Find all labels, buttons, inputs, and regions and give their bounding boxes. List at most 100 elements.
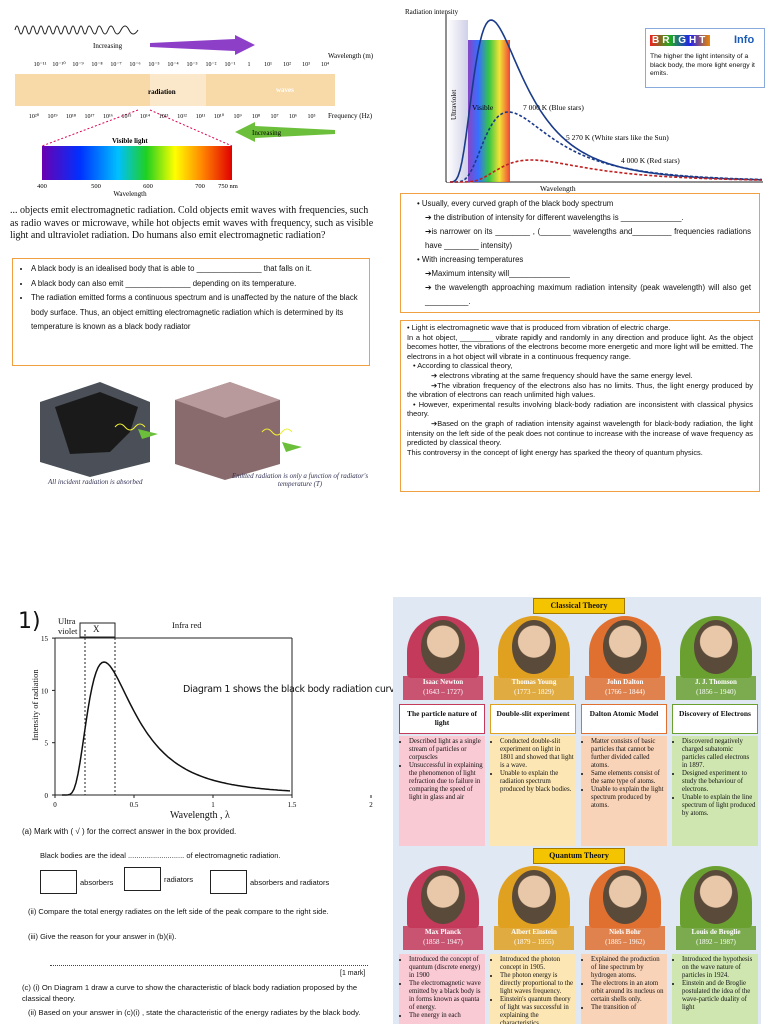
axis-label: Radiation intensity [405, 8, 459, 16]
tick-label: 10⁻¹⁰ [52, 61, 66, 68]
curve [450, 159, 763, 183]
axis-label: Wavelength [540, 184, 576, 193]
box-line: ➔ the distribution of intensity for diff… [425, 213, 684, 222]
years: (1892 – 1987) [696, 938, 736, 946]
tick-label: 10² [283, 62, 291, 68]
info-box: BRIGHT Info The higher the light intensi… [645, 28, 765, 88]
curve [450, 111, 763, 183]
option-box [210, 870, 247, 894]
question-text: Black bodies are the ideal .............… [40, 851, 281, 860]
tick-label: 1 [211, 801, 215, 809]
name-plate [494, 926, 574, 950]
box-line: ➔is narrower on its ________ , (_______ … [425, 227, 751, 250]
tick-label: 0 [45, 792, 49, 800]
tick-label: 10 [41, 687, 49, 695]
spectrum-box: • Usually, every curved graph of the bla… [400, 193, 760, 313]
name-plate [676, 676, 756, 700]
question-number: 1) [18, 609, 41, 634]
arrow-label: Increasing [252, 129, 282, 137]
box-line: ➔ the wavelength approaching maximum rad… [425, 283, 751, 306]
tick-label: 10⁻¹ [225, 62, 236, 68]
point: Discovered negatively charged subatomic … [682, 738, 756, 770]
cube-figures [40, 382, 302, 480]
y-label: Intensity of radiation [30, 669, 40, 741]
bullet: The radiation emitted forms a continuous… [31, 291, 363, 335]
guide [41, 109, 139, 147]
point: Introduced the photon concept in 1905. [500, 956, 574, 972]
points: Described light as a single stream of pa… [399, 736, 485, 846]
light-box: • Light is electromagnetic wave that is … [400, 320, 760, 492]
points: Introduced the concept of quantum (discr… [399, 954, 485, 1024]
tick-label: 10⁻⁵ [148, 62, 159, 68]
name: Isaac Newton [422, 678, 464, 686]
option-box [40, 870, 77, 894]
portrait [421, 870, 465, 924]
box-paragraph: • According to classical theory, [413, 361, 513, 371]
info-suffix: Info [734, 34, 755, 46]
tick-label: 10¹¹ [196, 114, 206, 120]
tick-label: 10¹⁷ [85, 114, 95, 120]
name: Louis de Broglie [691, 928, 741, 936]
visible-spectrum [42, 146, 232, 180]
question-text: (ii) Based on your answer in (c)(i) , st… [28, 1008, 361, 1017]
curve-label: 5 270 K (White stars like the Sun) [566, 133, 669, 142]
box-line: • Usually, every curved graph of the bla… [417, 199, 614, 208]
bullet: A black body can also emit _____________… [31, 277, 363, 292]
tick-label: 10⁻² [206, 62, 217, 68]
name: Niels Bohr [609, 928, 641, 936]
section-title: Quantum Theory [533, 848, 625, 864]
years: (1643 – 1727) [423, 688, 463, 696]
tick-label: 10⁻⁸ [91, 62, 102, 68]
tick-label: 10⁴ [321, 62, 329, 68]
band-label: radiation [148, 88, 176, 96]
band-label: waves [276, 86, 294, 94]
question-text: (iii) Give the reason for your answer in… [28, 932, 177, 941]
point: Same elements consist of the same type o… [591, 770, 665, 786]
section-title: Classical Theory [533, 598, 625, 614]
point: Einstein's quantum theory of light was s… [500, 996, 574, 1024]
tick-label: 10¹⁹ [48, 114, 58, 120]
tick-label: 10¹⁶ [103, 114, 113, 120]
points: Discovered negatively charged subatomic … [672, 736, 758, 846]
point: Matter consists of basic particles that … [591, 738, 665, 770]
heading: Dalton Atomic Model [581, 704, 667, 734]
tick-label: 10⁸ [252, 114, 260, 120]
tick-label: 10³ [302, 62, 310, 68]
cube-top [175, 382, 280, 418]
theory-panel: Classical Theory Isaac Newton (1643 – 1727… [393, 597, 761, 1024]
arrow [282, 442, 302, 452]
tick-label: 10⁻¹¹ [34, 62, 47, 68]
point: Einstein and de Broglie postulated the i… [682, 980, 756, 1012]
portrait [512, 620, 556, 674]
bullet-list: A black body is an idealised body that i… [19, 262, 363, 335]
tick-label: 10⁷ [270, 114, 278, 120]
question-text: (c) (i) On Diagram 1 draw a curve to sho… [22, 983, 358, 1003]
box-paragraph: ➔The vibration frequency of the electron… [407, 380, 753, 400]
cavity [55, 392, 138, 454]
name-plate [403, 676, 483, 700]
portrait [512, 870, 556, 924]
tick-label: 10⁻³ [187, 62, 198, 68]
visible-band [468, 40, 510, 182]
tick-label: 10⁶ [289, 114, 297, 120]
tick-label: 10⁻⁹ [72, 62, 83, 68]
box-paragraph: ➔ electrons vibrating at the same freque… [431, 370, 693, 380]
tick-label: 0 [53, 801, 57, 809]
name: Thomas Young [511, 678, 557, 686]
years: (1885 – 1962) [605, 938, 645, 946]
heading: Discovery of Electrons [672, 704, 758, 734]
name-plate [585, 926, 665, 950]
visible-title: Visible light [112, 137, 148, 145]
wave [14, 25, 139, 35]
box-paragraph: This controversy in the concept of light… [407, 447, 703, 457]
tick-label: 10¹⁴ [140, 114, 150, 120]
arrow [138, 429, 158, 439]
years: (1856 – 1940) [696, 688, 736, 696]
bullet: A black body is an idealised body that i… [31, 262, 363, 277]
option-box [124, 867, 161, 891]
arrow [235, 122, 335, 142]
portrait [603, 870, 647, 924]
band-label: Ultraviolet [450, 90, 458, 120]
